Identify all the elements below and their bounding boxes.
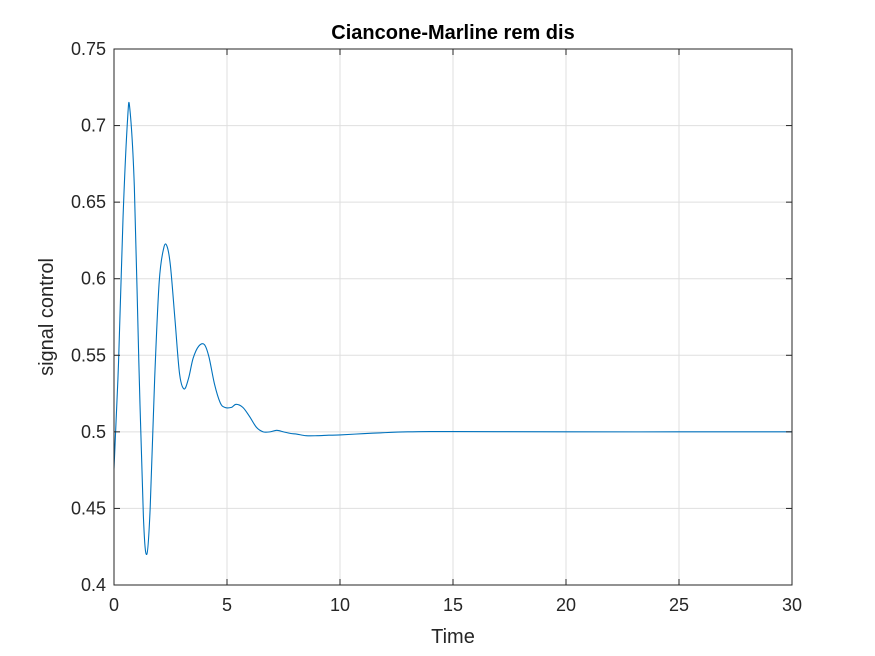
x-axis-label: Time [431, 626, 475, 648]
y-tick-label: 0.45 [71, 498, 106, 518]
x-tick-label: 30 [782, 595, 802, 615]
x-tick-label: 10 [330, 595, 350, 615]
y-tick-label: 0.55 [71, 345, 106, 365]
y-tick-label: 0.75 [71, 39, 106, 59]
series-line [113, 101, 792, 555]
x-tick-label: 15 [443, 595, 463, 615]
chart-title: Ciancone-Marline rem dis [331, 22, 574, 44]
y-tick-label: 0.65 [71, 192, 106, 212]
y-tick-label: 0.6 [81, 269, 106, 289]
x-tick-label: 5 [222, 595, 232, 615]
y-axis-label: signal control [36, 258, 58, 376]
axis-ticks: 0 5 10 15 20 25 30 0.4 0.45 0.5 0.55 0.6 0.65 0.7 0.75 [71, 39, 802, 615]
y-tick-label: 0.7 [81, 116, 106, 136]
data-series [113, 101, 792, 555]
y-tick-label: 0.5 [81, 422, 106, 442]
x-tick-label: 20 [556, 595, 576, 615]
y-tick-label: 0.4 [81, 575, 106, 595]
x-tick-label: 25 [669, 595, 689, 615]
x-tick-label: 0 [109, 595, 119, 615]
